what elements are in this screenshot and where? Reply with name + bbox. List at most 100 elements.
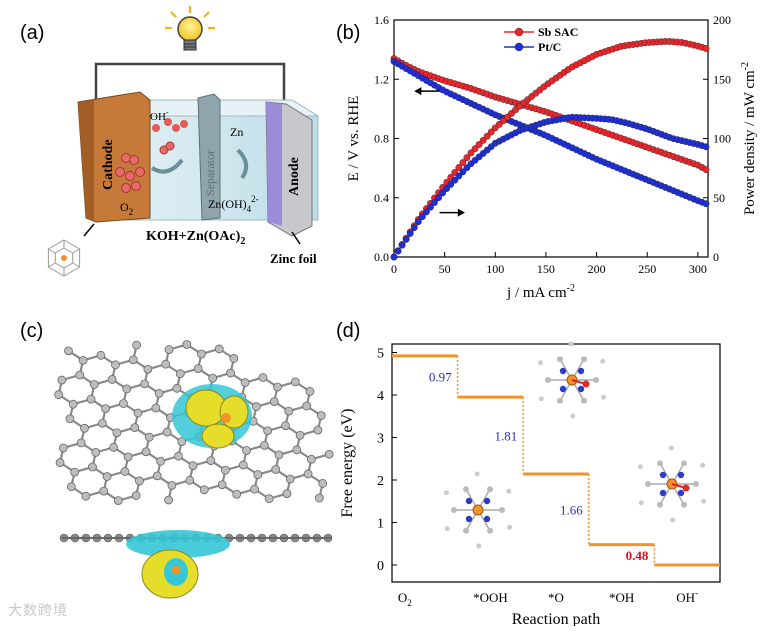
legend-marker bbox=[514, 42, 524, 52]
carbon-atom bbox=[318, 479, 328, 488]
carbon-atom bbox=[182, 340, 192, 349]
data-point bbox=[463, 154, 471, 162]
data-point bbox=[423, 208, 430, 216]
y-tick-label: 0.8 bbox=[374, 132, 389, 146]
panel-d: (d) 0 1 2 3 4 5 Free energy (eV) Reaction path O… bbox=[332, 312, 770, 628]
carbon-atom bbox=[657, 501, 663, 508]
carbon-atom bbox=[242, 446, 251, 455]
data-point bbox=[418, 213, 426, 221]
y-tick-label: 4 bbox=[377, 389, 384, 404]
carbon-atom bbox=[274, 450, 284, 460]
carbon-atom bbox=[221, 465, 230, 475]
oh-label: OH- bbox=[150, 108, 169, 123]
panel-b: (b) 0 50 100 150 200 250 300 0.0 0.4 0.8 1.2 1.6 0 50… bbox=[332, 0, 770, 310]
carbon-atom bbox=[581, 356, 587, 363]
step-label: 0.48 bbox=[626, 548, 649, 563]
data-point bbox=[467, 149, 475, 157]
charge-density-image bbox=[54, 340, 334, 599]
data-point bbox=[410, 224, 418, 232]
carbon-atom bbox=[568, 341, 574, 347]
separator-label: Separator bbox=[203, 150, 217, 196]
carbon-atom bbox=[109, 442, 119, 452]
series-pt-c-p- bbox=[390, 113, 710, 261]
carbon-atom bbox=[313, 425, 323, 435]
carbon-atom bbox=[197, 349, 206, 359]
carbon-atom bbox=[314, 493, 324, 503]
carbon-atom bbox=[701, 498, 707, 504]
carbon-atom bbox=[273, 382, 282, 392]
carbon-atom bbox=[99, 486, 109, 496]
data-point bbox=[463, 164, 471, 172]
step-label: 1.81 bbox=[494, 429, 517, 444]
x-axis-label: Reaction path bbox=[512, 611, 600, 626]
zn-label: Zn bbox=[230, 125, 243, 139]
carbon-atom bbox=[96, 350, 106, 360]
carbon-atom bbox=[292, 445, 302, 455]
carbon-atom bbox=[638, 500, 644, 506]
carbon-atom bbox=[295, 430, 305, 440]
carbon-atom bbox=[193, 364, 203, 374]
data-point bbox=[455, 164, 463, 171]
carbon-atom bbox=[162, 427, 172, 437]
zinc-foil-label: Zinc foil bbox=[270, 251, 317, 266]
o2-molecule-icon bbox=[115, 141, 175, 193]
znoh-label: Zn(OH)42- bbox=[208, 194, 259, 214]
carbon-atom bbox=[645, 481, 651, 487]
carbon-atom bbox=[593, 377, 599, 383]
carbon-atom bbox=[111, 360, 120, 370]
data-point bbox=[439, 189, 447, 197]
y2-tick-label: 0 bbox=[713, 250, 719, 264]
carbon-atom bbox=[143, 364, 153, 374]
carbon-atom bbox=[282, 489, 292, 499]
category-label: *OOH bbox=[473, 590, 508, 605]
carbon-atom bbox=[68, 399, 78, 409]
anode-label: Anode bbox=[287, 157, 302, 196]
carbon-atom bbox=[474, 471, 480, 477]
carbon-atom bbox=[601, 394, 607, 400]
panel-a: (a) bbox=[0, 0, 360, 300]
carbon-atom bbox=[637, 464, 643, 470]
carbon-atom bbox=[324, 449, 334, 459]
carbon-atom bbox=[487, 527, 493, 534]
oxygen-atom bbox=[682, 484, 690, 492]
carbon-atom bbox=[88, 462, 97, 472]
carbon-atom bbox=[290, 377, 300, 387]
data-point bbox=[455, 172, 463, 180]
data-point bbox=[475, 141, 483, 148]
carbon-atom bbox=[78, 355, 88, 365]
carbon-atom bbox=[229, 354, 239, 363]
sb-atom bbox=[221, 413, 231, 423]
carbon-atom bbox=[58, 443, 68, 453]
y2-tick-label: 150 bbox=[713, 72, 731, 86]
x-tick-label: 0 bbox=[391, 262, 397, 276]
panel-c-label: (c) bbox=[20, 320, 44, 342]
o-intermediate-icon bbox=[443, 471, 513, 549]
data-point bbox=[702, 166, 710, 174]
carbon-atom bbox=[154, 388, 164, 398]
category-label: *O bbox=[548, 590, 564, 605]
data-point bbox=[443, 185, 451, 192]
carbon-atom bbox=[57, 375, 67, 385]
carbon-atom bbox=[55, 458, 65, 467]
nitrogen-atom bbox=[677, 489, 685, 497]
carbon-atom bbox=[133, 408, 143, 418]
carbon-atom bbox=[64, 346, 73, 356]
watermark: 大数跨境 bbox=[8, 603, 68, 619]
carbon-atom bbox=[86, 394, 96, 404]
carbon-atom bbox=[271, 465, 281, 474]
panel-c: (c) bbox=[0, 312, 360, 612]
carbon-atom bbox=[112, 428, 122, 438]
y-tick-label: 1.6 bbox=[374, 13, 389, 27]
carbon-atom bbox=[681, 501, 687, 508]
charge-cyan bbox=[126, 530, 230, 558]
carbon-atom bbox=[76, 438, 86, 448]
y-axis-label: Free energy (eV) bbox=[339, 409, 356, 518]
cycle-arrow-icon-2 bbox=[236, 148, 249, 180]
step-label: 0.97 bbox=[429, 370, 452, 385]
nitrogen-atom bbox=[559, 385, 567, 393]
carbon-atom bbox=[506, 488, 512, 494]
carbon-atom bbox=[172, 383, 182, 393]
circuit-wire bbox=[94, 62, 286, 104]
separator-plate bbox=[197, 93, 221, 221]
nitrogen-atom bbox=[677, 471, 685, 479]
